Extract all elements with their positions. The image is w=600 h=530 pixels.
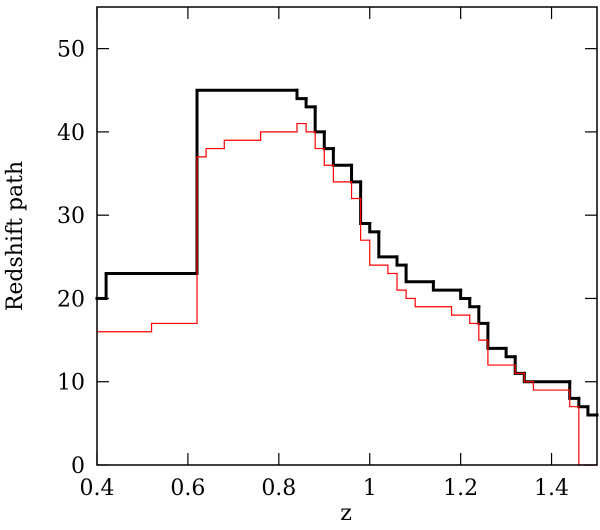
step xyxy=(513,355,526,375)
step xyxy=(487,339,516,366)
step xyxy=(387,264,398,275)
step xyxy=(331,147,354,167)
step xyxy=(304,97,317,109)
y-tick-label: 30 xyxy=(57,204,85,229)
step xyxy=(522,371,572,384)
step xyxy=(478,322,489,341)
step xyxy=(305,122,316,133)
step xyxy=(569,389,580,408)
step xyxy=(313,105,326,134)
step xyxy=(477,305,490,325)
x-tick-label: 1.4 xyxy=(534,476,569,501)
y-tick-label: 40 xyxy=(57,121,85,146)
step xyxy=(396,272,407,291)
step xyxy=(322,130,335,151)
x-tick-label: 0.6 xyxy=(170,476,205,501)
step xyxy=(323,147,334,166)
step xyxy=(469,314,480,325)
step xyxy=(205,147,225,158)
step xyxy=(404,263,435,284)
x-tick-label: 1.2 xyxy=(443,476,478,501)
plot-frame xyxy=(96,6,598,466)
step xyxy=(104,271,199,300)
step xyxy=(568,380,581,400)
y-tick-label: 0 xyxy=(71,454,85,479)
step xyxy=(532,381,571,391)
x-axis-label: z xyxy=(340,501,352,526)
step xyxy=(260,131,298,141)
step xyxy=(586,405,599,417)
step xyxy=(196,156,207,325)
x-tick-label: 1 xyxy=(363,476,377,501)
step xyxy=(295,88,308,101)
step xyxy=(350,163,363,184)
step xyxy=(405,289,416,300)
y-tick-label: 10 xyxy=(57,371,85,396)
y-tick-label: 20 xyxy=(57,287,85,312)
y-axis-label: Redshift path xyxy=(3,161,28,311)
step xyxy=(195,88,299,275)
step xyxy=(314,131,325,150)
step xyxy=(360,197,371,241)
step xyxy=(359,180,372,226)
step xyxy=(223,139,262,150)
step xyxy=(504,346,517,359)
step xyxy=(368,222,381,234)
step xyxy=(350,181,362,200)
step xyxy=(431,280,463,292)
x-tick-label: 0.8 xyxy=(261,476,296,501)
step xyxy=(296,122,307,133)
step xyxy=(523,372,534,383)
step xyxy=(150,322,198,333)
step xyxy=(377,230,399,259)
step xyxy=(468,296,481,309)
step xyxy=(369,239,389,266)
step xyxy=(450,306,471,316)
step xyxy=(414,297,453,308)
step xyxy=(459,288,472,300)
x-tick-label: 0.4 xyxy=(80,476,115,501)
step xyxy=(486,321,508,350)
step xyxy=(514,364,525,374)
step xyxy=(395,255,408,267)
step xyxy=(332,164,353,183)
y-tick-label: 50 xyxy=(57,38,85,63)
